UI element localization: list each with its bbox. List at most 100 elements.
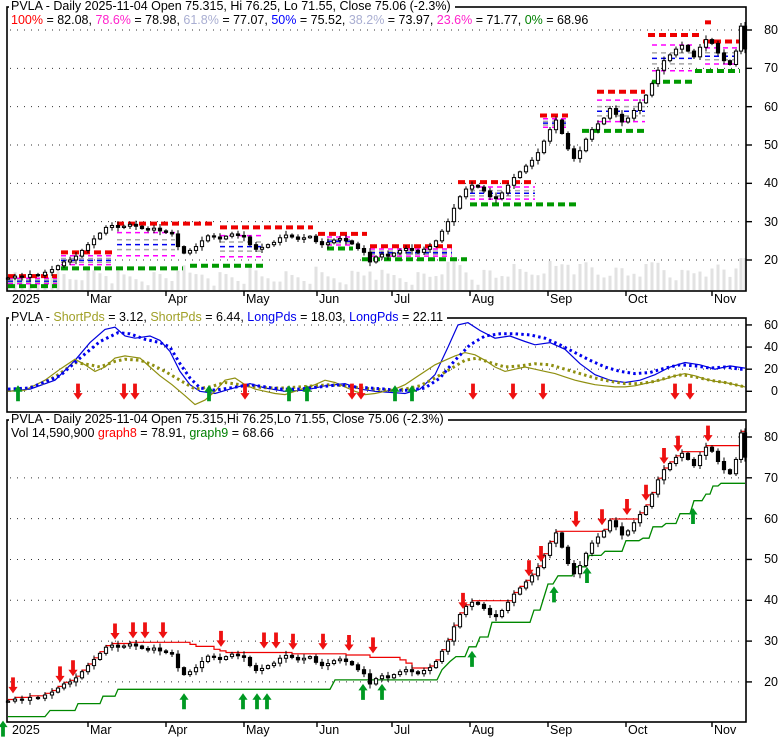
volume-bar xyxy=(290,274,294,290)
candle-body xyxy=(727,60,733,65)
volume-bar xyxy=(590,267,594,290)
volume-bar xyxy=(36,281,40,290)
buy-signal-arrow xyxy=(302,385,312,402)
y-tick-label: 60 xyxy=(764,511,778,526)
y-tick-label: 60 xyxy=(764,99,778,114)
candle-body xyxy=(61,261,67,267)
candle-body xyxy=(343,238,349,242)
candle-body xyxy=(79,671,85,679)
volume-bar xyxy=(332,278,336,290)
candle-body xyxy=(373,678,379,685)
candle-body xyxy=(553,532,559,544)
candle-body xyxy=(691,458,697,467)
candle-body xyxy=(199,661,205,669)
volume-bar xyxy=(350,270,354,290)
sell-signal-arrow xyxy=(368,637,378,654)
volume-bar xyxy=(248,264,252,290)
candle-body xyxy=(451,626,457,642)
candle-body xyxy=(343,658,349,663)
volume-bar xyxy=(392,275,396,290)
volume-bar xyxy=(146,285,150,290)
volume-bar xyxy=(734,268,738,290)
volume-legend-item: Vol 14,590,900 xyxy=(11,426,98,440)
sell-signal-arrow xyxy=(622,499,632,516)
buy-signal-arrow xyxy=(377,683,387,700)
volume-bar xyxy=(338,282,342,290)
volume-bar xyxy=(476,284,480,290)
y-tick-label: 50 xyxy=(764,552,778,567)
candle-body xyxy=(109,224,115,228)
buy-signal-arrow xyxy=(582,566,592,583)
sell-signal-arrow xyxy=(356,383,366,400)
fib-legend-item: 78.6% xyxy=(95,13,131,27)
candle-body xyxy=(271,241,277,246)
y-tick-label: 30 xyxy=(764,214,778,229)
volume-bar xyxy=(212,285,216,290)
y-tick-label: 0 xyxy=(771,384,778,399)
candle-body xyxy=(733,458,739,475)
y-tick-label: 40 xyxy=(764,176,778,191)
candle-body xyxy=(703,39,709,48)
candle-body xyxy=(715,450,721,462)
candle-body xyxy=(199,240,205,248)
candle-body xyxy=(259,246,265,250)
volume-bar xyxy=(458,265,462,290)
buy-signal-arrow xyxy=(407,385,417,402)
candle-body xyxy=(703,446,709,456)
candle-body xyxy=(499,609,505,618)
candle-body xyxy=(133,643,139,647)
candle-body xyxy=(169,652,175,655)
volume-bar xyxy=(542,273,546,290)
candle-body xyxy=(85,665,91,673)
volume-bar xyxy=(674,280,678,290)
candle-body xyxy=(667,54,673,62)
candle-body xyxy=(511,177,517,186)
volume-bar xyxy=(524,271,528,290)
candle-body xyxy=(481,603,487,609)
candle-body xyxy=(397,249,403,254)
candle-body xyxy=(673,456,679,465)
candle-body xyxy=(35,274,41,277)
sell-signal-arrow xyxy=(55,666,65,683)
x-tick-label: May xyxy=(246,723,270,737)
candle-body xyxy=(42,271,48,276)
volume-bar xyxy=(632,273,636,290)
volume-bar xyxy=(668,277,672,290)
x-tick-label: Apr xyxy=(168,292,188,306)
oscillator-title-segment: ShortPds xyxy=(150,310,202,324)
volume-bar xyxy=(739,258,743,290)
resistance-red-line xyxy=(8,430,745,701)
candle-body xyxy=(301,237,307,240)
oscillator-title-segment: ShortPds xyxy=(53,310,105,324)
volume-bar xyxy=(158,274,162,290)
candle-body xyxy=(85,244,91,251)
candle-body xyxy=(661,469,667,481)
volume-bar xyxy=(482,269,486,290)
volume-bar xyxy=(464,272,468,290)
candle-body xyxy=(535,567,541,577)
candle-body xyxy=(685,44,691,52)
candle-body xyxy=(271,662,277,667)
y-tick-label: 80 xyxy=(764,23,778,37)
volume-bar xyxy=(662,270,666,290)
buy-signal-arrow xyxy=(262,693,272,710)
x-tick-label: Mar xyxy=(90,723,112,737)
candle-body xyxy=(517,171,523,179)
candle-body xyxy=(127,223,133,227)
volume-bar xyxy=(74,279,78,290)
candle-body xyxy=(487,190,493,198)
candle-body xyxy=(361,247,367,253)
candle-body xyxy=(127,643,133,647)
candle-body xyxy=(589,542,595,554)
volume-legend: Vol 14,590,900 graph8 = 78.91, graph9 = … xyxy=(9,427,278,440)
fib-legend-item: 0% xyxy=(524,13,543,27)
volume-bar xyxy=(176,270,180,290)
candle-body xyxy=(553,119,559,131)
volume-bar xyxy=(272,281,276,290)
candle-body xyxy=(331,239,337,244)
candle-body xyxy=(547,542,553,556)
candle-body xyxy=(19,698,25,701)
candle-body xyxy=(103,646,109,654)
candle-body xyxy=(193,667,199,673)
